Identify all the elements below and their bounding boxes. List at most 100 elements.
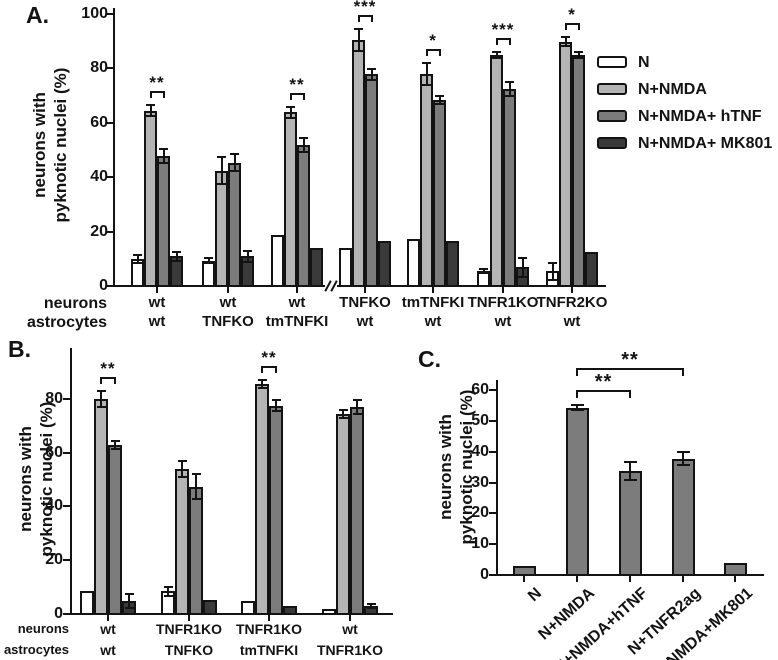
- row-label-astrocytes: astrocytes: [3, 642, 69, 657]
- x-tick: [349, 615, 351, 621]
- error-bar-cap-top: [299, 137, 308, 140]
- error-bar-cap-top: [422, 62, 431, 65]
- error-bar-line: [302, 138, 305, 152]
- x-tick: [107, 615, 109, 621]
- error-bar-cap-bottom: [561, 44, 570, 47]
- error-bar-cap-top: [338, 408, 348, 411]
- sig-stars: **: [594, 371, 613, 393]
- error-bar-cap-bottom: [338, 416, 348, 419]
- error-bar-line: [175, 252, 178, 261]
- group-label-neurons: wt: [100, 621, 116, 637]
- bar-N+NMDA: [255, 384, 269, 615]
- error-bar-line: [220, 157, 223, 185]
- error-bar-cap-top: [435, 94, 444, 97]
- legend-swatch-N+NMDA+ hTNF: [597, 110, 627, 122]
- error-bar-cap-bottom: [96, 406, 106, 409]
- bar-N: [271, 234, 284, 287]
- group-label-astrocytes: TNFKO: [164, 642, 214, 658]
- sig-bracket: [289, 92, 305, 95]
- error-bar-cap-bottom: [172, 259, 181, 262]
- error-bar-cap-bottom: [479, 272, 488, 275]
- bar-N: [407, 238, 420, 287]
- error-bar-cap-bottom: [230, 169, 239, 172]
- y-tick-label: 40: [45, 497, 63, 515]
- error-bar-line: [356, 400, 358, 414]
- panel-a-letter: A.: [26, 2, 49, 28]
- y-axis-line: [70, 348, 72, 615]
- y-tick-label: 20: [45, 551, 63, 569]
- error-bar-cap-top: [163, 586, 173, 589]
- legend-label: N+NMDA+ MK801: [638, 135, 773, 152]
- error-bar-cap-bottom: [676, 463, 690, 466]
- error-bar-cap-bottom: [299, 150, 308, 153]
- error-bar-cap-top: [243, 250, 252, 252]
- y-tick-label: 0: [99, 277, 108, 294]
- y-tick-label: 40: [471, 442, 489, 460]
- sig-stars: **: [149, 73, 165, 93]
- error-bar-line: [261, 380, 263, 389]
- sig-bracket-end: [261, 366, 263, 374]
- group-label-astrocytes: wt: [563, 313, 581, 330]
- sig-bracket-end: [577, 23, 580, 31]
- x-tick: [629, 576, 631, 582]
- bar-N+NMDA+ MK801: [310, 248, 323, 287]
- error-bar-line: [289, 106, 292, 118]
- y-tick-label: 40: [90, 168, 108, 186]
- error-bar-line: [114, 440, 116, 449]
- y-tick: [106, 13, 113, 15]
- y-tick-label: 50: [471, 412, 489, 429]
- sig-stars: **: [289, 74, 305, 94]
- axis-break-gap: [325, 285, 337, 287]
- sig-bracket-end: [149, 91, 152, 99]
- error-bar-line: [370, 604, 372, 609]
- bar-N+NMDA+ MK801: [203, 599, 217, 615]
- group-label-neurons: tmTNFKI: [401, 294, 465, 311]
- error-bar-cap-top: [172, 251, 181, 254]
- group-label-astrocytes: TNFR1KO: [316, 642, 384, 658]
- error-bar-cap-bottom: [159, 161, 168, 164]
- sig-bracket: [495, 38, 511, 41]
- error-bar-cap-bottom: [518, 275, 527, 278]
- error-bar-cap-bottom: [492, 56, 501, 59]
- bar-N+NMDA: [284, 112, 297, 287]
- y-tick-label: 80: [45, 389, 63, 407]
- sig-bracket-end: [629, 390, 631, 398]
- y-tick-label: 100: [81, 5, 108, 22]
- error-bar-cap-bottom: [574, 56, 583, 59]
- error-bar-line: [551, 263, 554, 280]
- group-label-astrocytes: tmTNFKI: [239, 642, 299, 658]
- error-bar-cap-bottom: [163, 594, 173, 597]
- y-tick: [489, 512, 496, 515]
- sig-bracket-end: [576, 368, 578, 376]
- error-bar-cap-top: [367, 67, 376, 70]
- x-tick: [502, 287, 504, 293]
- error-bar-line: [342, 409, 344, 418]
- legend-label: N: [638, 54, 650, 71]
- y-axis-label: neurons with pyknotic nuclei (%): [436, 389, 476, 545]
- bar-N+NMDA: [352, 40, 365, 287]
- error-bar-line: [149, 105, 152, 117]
- error-bar-cap-top: [352, 399, 362, 402]
- group-label-neurons: wt: [342, 621, 358, 637]
- sig-bracket-end: [100, 377, 102, 385]
- row-label-astrocytes: astrocytes: [26, 314, 107, 331]
- bar-N+NMDA+ hTNF: [503, 89, 516, 287]
- y-tick: [106, 67, 113, 70]
- error-bar-line: [576, 405, 578, 411]
- error-bar-cap-top: [354, 28, 363, 31]
- sig-bracket: [576, 368, 684, 370]
- bar-N: [80, 591, 94, 615]
- error-bar-line: [357, 29, 360, 52]
- y-axis-line: [113, 8, 115, 287]
- x-tick: [682, 576, 684, 582]
- error-bar-cap-bottom: [570, 409, 584, 412]
- bar-N+NMDA+ MK801: [446, 241, 459, 287]
- error-bar-cap-top: [177, 460, 187, 462]
- sig-bracket-end: [564, 23, 567, 31]
- error-bar-cap-bottom: [217, 183, 226, 186]
- sig-bracket-end: [289, 92, 292, 100]
- y-axis-label: neurons with pyknotic nuclei (%): [16, 401, 56, 557]
- row-label-neurons: neurons: [17, 621, 69, 636]
- error-bar-cap-top: [110, 439, 120, 442]
